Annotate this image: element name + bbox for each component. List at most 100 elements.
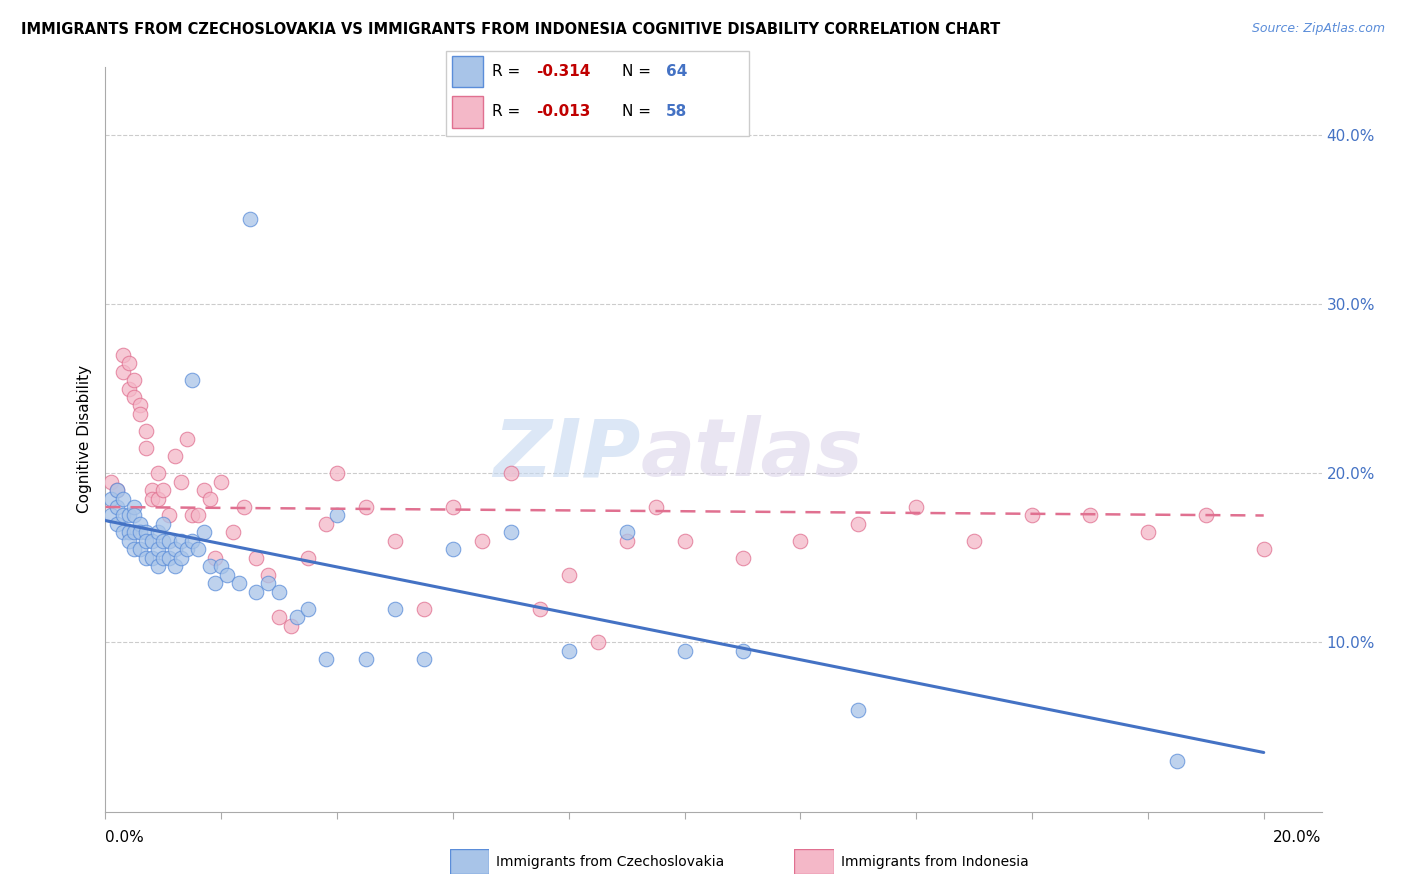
Point: [315, 652, 337, 666]
Text: 0.0%: 0.0%: [105, 830, 145, 846]
Point: [176, 542, 198, 557]
Point: [285, 610, 308, 624]
Point: [269, 584, 291, 599]
Point: [181, 508, 204, 523]
Text: ZIP: ZIP: [494, 415, 641, 493]
Point: [100, 475, 122, 489]
Point: [105, 483, 128, 497]
Point: [181, 533, 204, 548]
Point: [141, 550, 163, 565]
Point: [152, 516, 174, 531]
Point: [326, 466, 349, 480]
Point: [1078, 508, 1101, 523]
Point: [499, 525, 522, 540]
Text: 58: 58: [665, 104, 688, 120]
Point: [384, 533, 406, 548]
Point: [105, 516, 128, 531]
Point: [204, 550, 226, 565]
Point: [245, 584, 267, 599]
Point: [163, 449, 186, 463]
Point: [354, 500, 377, 514]
Point: [217, 567, 239, 582]
Point: [152, 533, 174, 548]
Point: [673, 533, 696, 548]
Point: [146, 491, 169, 506]
Point: [117, 508, 139, 523]
Text: N =: N =: [623, 104, 657, 120]
Point: [176, 432, 198, 446]
Point: [111, 491, 134, 506]
Text: -0.314: -0.314: [536, 64, 591, 79]
Point: [163, 559, 186, 574]
Point: [198, 491, 221, 506]
Point: [499, 466, 522, 480]
Point: [124, 500, 146, 514]
Point: [326, 508, 349, 523]
Point: [193, 483, 215, 497]
Point: [616, 525, 638, 540]
Point: [1021, 508, 1043, 523]
Point: [193, 525, 215, 540]
Point: [245, 550, 267, 565]
Text: 64: 64: [665, 64, 688, 79]
Text: R =: R =: [492, 104, 526, 120]
Point: [129, 516, 152, 531]
Point: [256, 576, 278, 591]
Point: [117, 533, 139, 548]
Point: [170, 475, 193, 489]
Point: [558, 644, 581, 658]
Text: N =: N =: [623, 64, 657, 79]
Point: [558, 567, 581, 582]
Text: Source: ZipAtlas.com: Source: ZipAtlas.com: [1251, 22, 1385, 36]
Point: [297, 550, 319, 565]
Point: [269, 610, 291, 624]
Point: [152, 550, 174, 565]
Point: [187, 508, 209, 523]
Point: [124, 525, 146, 540]
Point: [228, 576, 250, 591]
Point: [100, 491, 122, 506]
Point: [905, 500, 928, 514]
Point: [117, 525, 139, 540]
Point: [141, 491, 163, 506]
Point: [181, 373, 204, 387]
Point: [963, 533, 986, 548]
Point: [111, 525, 134, 540]
Point: [135, 441, 157, 455]
Point: [129, 525, 152, 540]
Point: [135, 424, 157, 438]
Point: [1166, 754, 1188, 768]
Bar: [453, 56, 484, 87]
Point: [1136, 525, 1159, 540]
Point: [846, 703, 869, 717]
Point: [111, 348, 134, 362]
Text: Immigrants from Czechoslovakia: Immigrants from Czechoslovakia: [496, 855, 724, 869]
Point: [117, 382, 139, 396]
Point: [586, 635, 609, 649]
Point: [146, 525, 169, 540]
Point: [124, 542, 146, 557]
Y-axis label: Cognitive Disability: Cognitive Disability: [77, 365, 93, 514]
Point: [146, 542, 169, 557]
Point: [187, 542, 209, 557]
Point: [413, 652, 436, 666]
Text: R =: R =: [492, 64, 526, 79]
Point: [111, 508, 134, 523]
Point: [616, 533, 638, 548]
Point: [124, 373, 146, 387]
Point: [100, 508, 122, 523]
Point: [315, 516, 337, 531]
Point: [141, 533, 163, 548]
Point: [1253, 542, 1275, 557]
Text: 20.0%: 20.0%: [1274, 830, 1322, 846]
Point: [413, 601, 436, 615]
Point: [673, 644, 696, 658]
Point: [152, 483, 174, 497]
Point: [222, 525, 245, 540]
Point: [529, 601, 551, 615]
Point: [256, 567, 278, 582]
Point: [731, 550, 754, 565]
Text: atlas: atlas: [641, 415, 863, 493]
Point: [117, 356, 139, 370]
Point: [157, 508, 180, 523]
